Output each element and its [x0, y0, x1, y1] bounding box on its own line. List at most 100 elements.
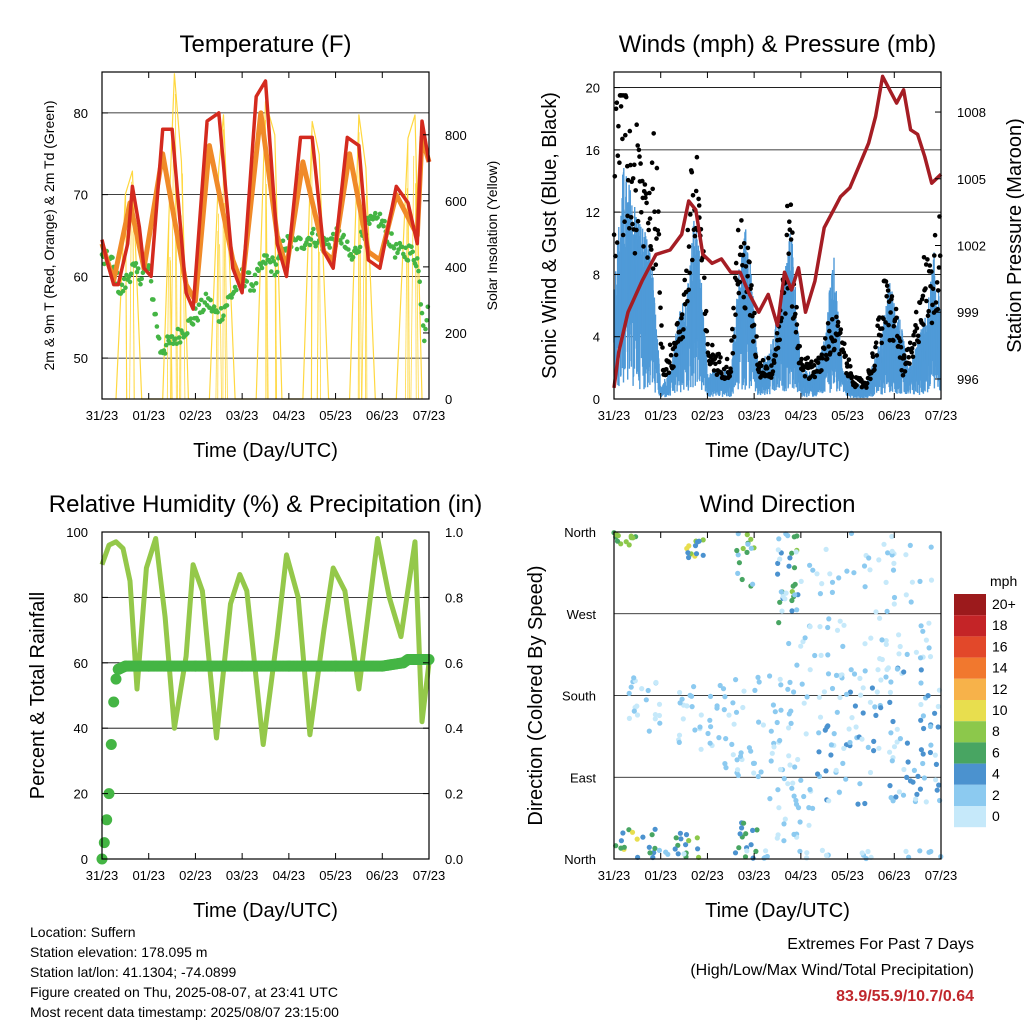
gust-point: [811, 363, 817, 368]
gust-point: [793, 311, 798, 317]
gust-point: [613, 106, 619, 112]
y-axis-label: Sonic Wind & Gust (Blue, Black): [539, 92, 561, 379]
direction-point: [775, 547, 781, 553]
dewpoint-point: [139, 276, 144, 282]
gust-point: [654, 165, 660, 171]
dewpoint-point: [195, 318, 201, 323]
direction-point: [734, 757, 740, 763]
gust-point: [632, 162, 637, 168]
direction-point: [871, 748, 877, 754]
location-text: Location: Suffern: [30, 924, 136, 940]
dewpoint-point: [274, 269, 280, 275]
dewpoint-point: [185, 331, 190, 336]
gust-point: [901, 353, 907, 358]
direction-point: [646, 728, 652, 734]
direction-point: [652, 845, 658, 852]
gust-point: [884, 283, 890, 289]
direction-point: [921, 775, 928, 781]
direction-point: [643, 697, 649, 703]
dewpoint-point: [264, 253, 270, 258]
y-axis-label: 2m & 9m T (Red, Orange) & 2m Td (Green): [41, 101, 57, 371]
dewpoint-point: [423, 326, 428, 332]
x-tick-label: 04/23: [273, 408, 306, 423]
direction-point: [696, 538, 702, 544]
direction-point: [917, 655, 924, 661]
direction-point: [848, 667, 854, 673]
direction-point: [900, 792, 907, 798]
gust-point: [879, 340, 884, 346]
direction-point: [865, 744, 871, 751]
direction-point: [777, 556, 783, 562]
direction-point: [614, 538, 621, 544]
direction-point: [825, 624, 831, 631]
solar-spike: [223, 202, 226, 400]
gust-point: [640, 178, 645, 184]
gust-point: [907, 361, 912, 366]
solar-spike: [319, 251, 322, 400]
solar-spike: [414, 183, 417, 400]
direction-point: [883, 638, 889, 644]
direction-point: [923, 637, 930, 643]
direction-point: [918, 667, 924, 673]
direction-point: [645, 687, 651, 694]
direction-point: [717, 682, 723, 689]
x-tick-label: 05/23: [319, 868, 352, 883]
direction-point: [778, 682, 784, 688]
gust-point: [738, 244, 744, 250]
gust-point: [622, 219, 627, 224]
x-tick-label: 04/23: [785, 408, 818, 423]
dewpoint-point: [373, 210, 378, 216]
dewpoint-point: [415, 256, 420, 261]
direction-point: [897, 643, 903, 650]
direction-point: [861, 563, 868, 569]
dewpoint-point: [146, 263, 151, 268]
gust-point: [932, 232, 938, 238]
y2-tick-label: 0.2: [445, 787, 463, 802]
created-text: Figure created on Thu, 2025-08-07, at 23…: [30, 984, 338, 1000]
direction-point: [862, 641, 868, 647]
gust-point: [680, 335, 686, 340]
dewpoint-point: [419, 310, 425, 316]
direction-point: [798, 643, 804, 649]
x-tick-label: 05/23: [831, 408, 864, 423]
gust-point: [638, 161, 643, 166]
direction-point: [920, 760, 926, 767]
direction-point: [806, 805, 812, 811]
gust-point: [775, 345, 781, 351]
gust-point: [787, 219, 792, 224]
direction-point: [833, 672, 840, 679]
direction-point: [889, 548, 895, 554]
direction-point: [771, 744, 777, 750]
direction-point: [812, 652, 818, 659]
gust-point: [673, 352, 679, 358]
x-tick-label: 02/23: [691, 408, 724, 423]
direction-point: [920, 713, 927, 719]
gust-point: [864, 381, 870, 386]
gust-point: [874, 353, 880, 358]
gust-point: [637, 154, 642, 159]
gust-point: [659, 323, 664, 328]
direction-point: [888, 730, 894, 736]
direction-point: [837, 672, 843, 679]
solar-spike: [182, 173, 186, 400]
direction-point: [918, 623, 924, 629]
gust-point: [929, 269, 934, 274]
direction-point: [646, 844, 652, 850]
direction-point: [777, 676, 783, 682]
chart-title: Relative Humidity (%) & Precipitation (i…: [49, 491, 482, 518]
direction-point: [887, 699, 893, 706]
dewpoint-point: [413, 263, 419, 269]
colorbar-swatch: [954, 636, 986, 658]
direction-point: [884, 666, 890, 673]
direction-point: [652, 712, 659, 718]
dewpoint-point: [294, 246, 300, 252]
direction-point: [689, 704, 695, 710]
latlon-text: Station lat/lon: 41.1304; -74.0899: [30, 964, 237, 980]
direction-point: [723, 765, 729, 771]
gust-point: [848, 364, 853, 369]
gust-point: [834, 314, 839, 320]
direction-point: [735, 570, 741, 577]
dewpoint-point: [201, 307, 206, 313]
y2-axis-label: Solar Insolation (Yellow): [484, 161, 500, 311]
direction-point: [628, 684, 634, 690]
